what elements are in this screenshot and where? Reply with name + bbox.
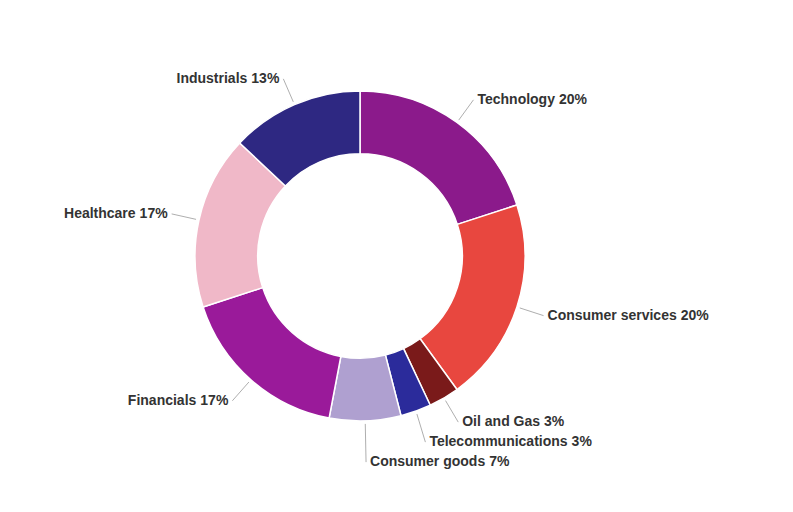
leader-line: [232, 382, 249, 401]
data-label: Healthcare17%: [64, 205, 168, 221]
data-label: Technology20%: [477, 91, 587, 107]
value-label: 17%: [200, 391, 229, 407]
slice: [240, 91, 360, 186]
category-label: Financials: [128, 391, 197, 407]
chart: Technology20%Consumer services20%Oil and…: [0, 0, 793, 512]
value-label: 7%: [489, 453, 510, 469]
data-label: Telecommunications 3%: [429, 433, 592, 449]
data-label: Consumer goods7%: [370, 453, 510, 469]
value-label: 20%: [681, 306, 710, 322]
leader-line: [520, 308, 544, 316]
leader-line: [172, 214, 196, 219]
leader-line: [446, 401, 459, 423]
value-label: 3%: [544, 413, 565, 429]
leader-line: [417, 414, 425, 442]
category-label: Telecommunications: [429, 433, 567, 449]
leader-line: [459, 100, 474, 120]
category-label: Consumer goods: [370, 453, 485, 469]
category-label: Industrials: [177, 70, 248, 86]
category-label: Healthcare: [64, 205, 136, 221]
category-label: Oil and Gas: [462, 413, 540, 429]
leader-line: [283, 79, 293, 102]
value-label: 3%: [572, 433, 593, 449]
data-label: Industrials13%: [177, 70, 280, 86]
slice: [360, 91, 517, 224]
category-label: Technology: [477, 91, 555, 107]
value-label: 20%: [559, 91, 588, 107]
value-label: 13%: [251, 70, 280, 86]
data-label: Oil and Gas3%: [462, 413, 565, 429]
labels: Technology20%Consumer services20%Oil and…: [64, 70, 709, 469]
chart-container: Technology20%Consumer services20%Oil and…: [0, 0, 793, 512]
data-label: Consumer services20%: [548, 306, 710, 322]
leader-line: [365, 424, 367, 462]
category-label: Consumer services: [548, 306, 677, 322]
value-label: 17%: [140, 205, 169, 221]
slices: [195, 91, 525, 421]
data-label: Financials17%: [128, 391, 229, 407]
